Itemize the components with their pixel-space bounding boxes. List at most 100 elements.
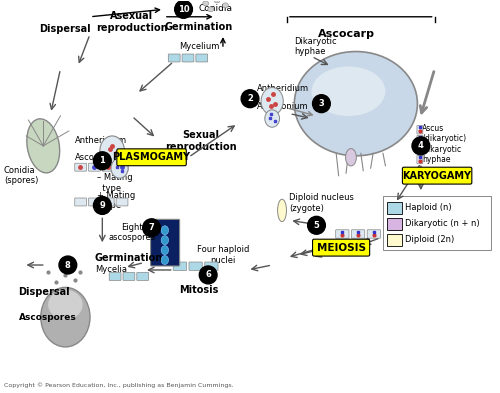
FancyBboxPatch shape [88,163,101,171]
FancyBboxPatch shape [88,198,101,206]
FancyBboxPatch shape [417,125,423,134]
Text: 3: 3 [318,99,324,108]
FancyBboxPatch shape [74,163,86,171]
Text: 8: 8 [65,261,70,270]
Text: Mycelium: Mycelium [178,42,219,51]
Text: Conidia: Conidia [198,4,232,13]
Ellipse shape [111,158,128,178]
Text: 1: 1 [100,156,105,165]
Circle shape [308,217,326,234]
FancyBboxPatch shape [417,145,423,154]
FancyBboxPatch shape [196,54,207,62]
FancyBboxPatch shape [117,149,186,166]
Circle shape [241,90,259,108]
Text: PLASMOGAMY: PLASMOGAMY [112,152,190,162]
Ellipse shape [100,136,124,166]
Ellipse shape [48,290,82,320]
Ellipse shape [41,287,90,347]
Text: Germination: Germination [164,22,232,32]
FancyBboxPatch shape [150,219,180,266]
Text: MEIOSIS: MEIOSIS [316,242,366,253]
Text: Dikaryotic
hyphae: Dikaryotic hyphae [422,145,462,164]
FancyBboxPatch shape [123,272,135,280]
Ellipse shape [203,1,208,6]
Text: Dikaryotic
hyphae: Dikaryotic hyphae [294,37,337,56]
FancyBboxPatch shape [417,136,423,144]
Ellipse shape [161,236,168,245]
Text: Asexual
reproduction: Asexual reproduction [96,11,168,33]
Circle shape [94,196,111,214]
Text: 6: 6 [205,270,211,279]
Ellipse shape [161,226,168,235]
FancyBboxPatch shape [102,163,114,171]
Text: Ascocarp: Ascocarp [318,29,374,39]
Text: Dispersal: Dispersal [18,287,70,298]
FancyBboxPatch shape [388,219,402,230]
Ellipse shape [161,246,168,255]
FancyBboxPatch shape [137,272,148,280]
Circle shape [312,95,330,113]
Ellipse shape [312,66,386,116]
Circle shape [59,256,76,274]
FancyBboxPatch shape [109,272,121,280]
Text: Diploid nucleus
(zygote): Diploid nucleus (zygote) [290,193,354,213]
Text: Mycelia: Mycelia [95,266,127,274]
Ellipse shape [278,199,286,222]
FancyBboxPatch shape [417,155,423,164]
FancyBboxPatch shape [173,262,186,270]
FancyBboxPatch shape [116,163,128,171]
FancyBboxPatch shape [74,198,86,206]
FancyBboxPatch shape [367,230,380,238]
Text: – Mating
  type: – Mating type [98,173,133,193]
Circle shape [94,152,111,170]
Text: Ascogonium: Ascogonium [75,153,127,162]
Text: Dispersal: Dispersal [40,24,91,34]
Text: Ascogonium: Ascogonium [258,102,309,111]
Ellipse shape [222,3,228,8]
FancyBboxPatch shape [312,239,370,256]
Text: Haploid (n): Haploid (n) [405,204,452,213]
Text: 4: 4 [418,141,424,151]
Text: 10: 10 [178,5,190,14]
FancyBboxPatch shape [102,198,114,206]
Circle shape [142,219,160,237]
Text: Mitosis: Mitosis [178,285,218,295]
Ellipse shape [208,7,214,12]
Ellipse shape [27,119,60,173]
Text: Antheridium: Antheridium [258,84,310,93]
Text: Dikaryotic (n + n): Dikaryotic (n + n) [405,219,479,228]
Text: 7: 7 [148,223,154,232]
FancyBboxPatch shape [182,54,194,62]
Text: Sexual
reproduction: Sexual reproduction [165,130,236,152]
Text: Germination: Germination [95,253,163,263]
Circle shape [412,137,430,155]
Text: 5: 5 [314,221,320,230]
Ellipse shape [161,255,168,264]
Text: Conidia
(spores): Conidia (spores) [4,166,38,185]
FancyBboxPatch shape [168,54,180,62]
Text: Ascospores: Ascospores [18,313,76,321]
Circle shape [200,266,217,284]
Text: 9: 9 [100,201,105,210]
FancyBboxPatch shape [189,262,202,270]
FancyBboxPatch shape [336,230,349,238]
Text: 2: 2 [247,94,253,103]
Text: Four haploid
nuclei: Four haploid nuclei [197,245,249,265]
Ellipse shape [214,0,220,3]
FancyBboxPatch shape [352,230,364,238]
Text: Ascus
(dikaryotic): Ascus (dikaryotic) [422,124,467,143]
FancyBboxPatch shape [388,202,402,214]
Text: + Mating
  type: + Mating type [98,191,136,210]
Text: Copyright © Pearson Education, Inc., publishing as Benjamin Cummings.: Copyright © Pearson Education, Inc., pub… [4,382,234,387]
FancyBboxPatch shape [402,167,472,184]
Ellipse shape [294,51,418,156]
FancyBboxPatch shape [388,234,402,246]
Text: Eight
ascospores: Eight ascospores [108,223,156,242]
Text: Antheridium: Antheridium [75,136,128,145]
Text: Diploid (2n): Diploid (2n) [405,235,454,244]
Ellipse shape [261,88,283,115]
Text: KARYOGAMY: KARYOGAMY [402,171,471,181]
FancyBboxPatch shape [116,198,128,206]
Ellipse shape [265,110,280,127]
Circle shape [174,0,192,18]
